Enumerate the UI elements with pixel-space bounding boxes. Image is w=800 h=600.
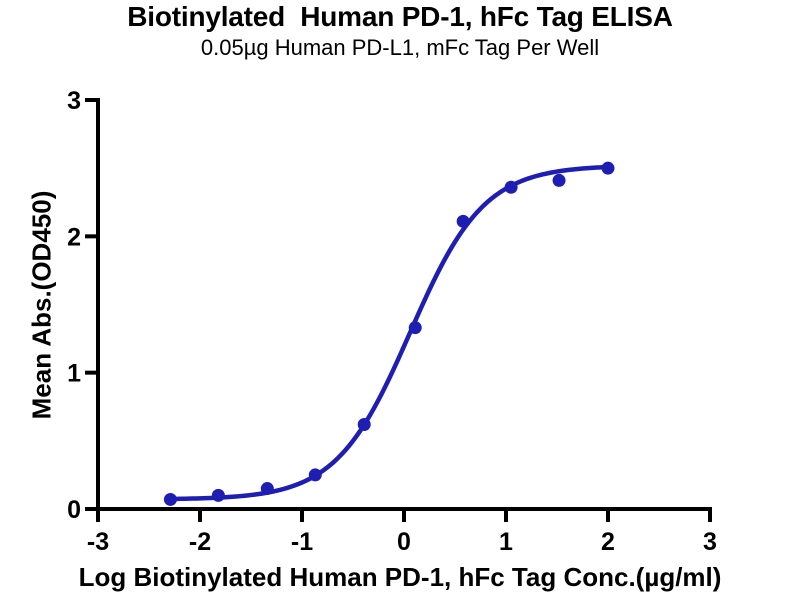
data-point xyxy=(260,482,274,496)
data-point xyxy=(552,173,566,187)
data-point xyxy=(601,161,615,175)
x-tick-label: -2 xyxy=(189,528,211,556)
data-point xyxy=(408,321,422,335)
fit-curve xyxy=(168,164,611,502)
data-point xyxy=(357,417,371,431)
data-point xyxy=(211,488,225,502)
x-tick-label: 2 xyxy=(601,528,615,556)
data-point xyxy=(456,214,470,228)
data-point xyxy=(308,468,322,482)
chart-subtitle: 0.05µg Human PD-L1, mFc Tag Per Well xyxy=(200,35,600,60)
y-axis-label: Mean Abs.(OD450) xyxy=(26,190,57,420)
y-tick-label: 3 xyxy=(67,87,81,115)
data-point xyxy=(163,492,177,506)
x-tick-label: 1 xyxy=(499,528,513,556)
y-tick-label: 1 xyxy=(67,360,81,388)
data-point xyxy=(504,180,518,194)
chart-title: Biotinylated Human PD-1, hFc Tag ELISA xyxy=(127,1,673,32)
x-axis-label: Log Biotinylated Human PD-1, hFc Tag Con… xyxy=(78,562,722,592)
x-tick-label: 3 xyxy=(703,528,717,556)
x-tick-label: -3 xyxy=(87,528,109,556)
y-tick-label: 2 xyxy=(67,223,81,251)
x-tick-label: 0 xyxy=(397,528,411,556)
y-tick-label: 0 xyxy=(67,496,81,524)
x-tick-label: -1 xyxy=(291,528,313,556)
